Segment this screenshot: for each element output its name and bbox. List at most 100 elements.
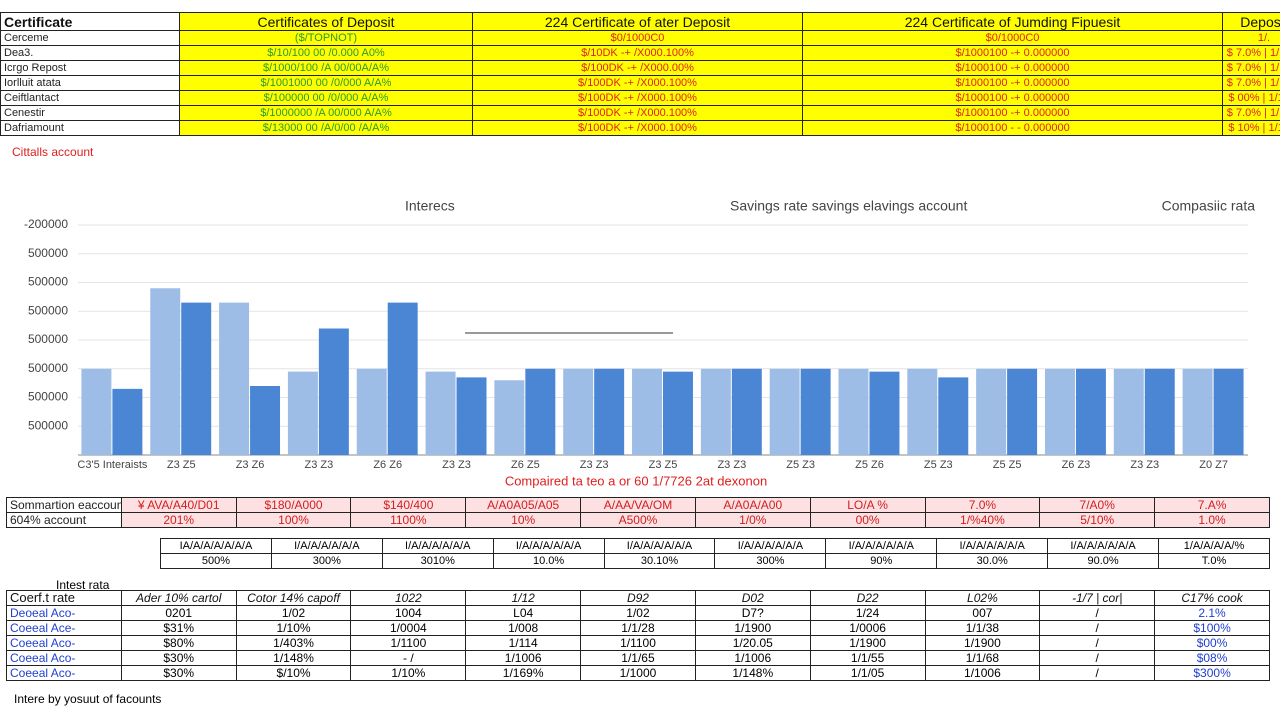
row: 500% 300% 3010% 10.0% 30.10% 300% 90% 30.0% 90.0…: [160, 553, 1270, 569]
cell: 1/02: [580, 605, 696, 621]
cell: Coeeal Ace-: [6, 620, 122, 636]
cell: 7.A%: [1154, 497, 1270, 513]
cell: 1004: [350, 605, 467, 621]
cell: 201%: [120, 512, 237, 528]
cell: $ 7.0% | 1/10%: [1222, 45, 1280, 61]
cell: 10%: [465, 512, 582, 528]
cell: 1/169%: [465, 665, 582, 681]
cell: $180/A000: [235, 497, 352, 513]
y-tick-label: 500000: [28, 361, 68, 375]
row: Deoeal Aco- 0201 1/02 1004 L04 1/02 D7? 1/24 007…: [6, 605, 1270, 621]
annotation: Compasiic rata: [1162, 198, 1256, 214]
cell: $80%: [120, 635, 237, 651]
bar: [563, 368, 594, 455]
bar: [632, 368, 662, 455]
chart: 500000 500000 500000 500000 500000 500000 5000…: [24, 198, 1256, 489]
cell: 1/1900: [924, 635, 1041, 651]
bar: [356, 368, 387, 455]
bar: [731, 368, 762, 455]
cell: 300%: [270, 553, 383, 569]
bar: [1144, 368, 1175, 455]
cell: 1/.: [1222, 30, 1280, 46]
bar: [525, 368, 556, 455]
cell: A/AA/VA/OM: [580, 497, 696, 513]
cell: 1100%: [350, 512, 467, 528]
cell: Ceiftlantact: [0, 90, 180, 106]
cell: $/10%: [235, 665, 352, 681]
row: Coerf.t rate Ader 10% cartol Cotor 14% cap…: [6, 590, 1270, 606]
cell: I/A/A/A/A/A/A: [381, 538, 494, 554]
cell: $0/1000C0: [472, 30, 803, 46]
cell: $/1000100 -+ 0.000000: [802, 105, 1223, 121]
y-tick-label: 500000: [28, 390, 68, 404]
cell: 1/148%: [694, 665, 811, 681]
cell: 1/1000: [580, 665, 696, 681]
bar: [287, 371, 318, 455]
cell: 2.1%: [1154, 605, 1270, 621]
cell: 1/114: [465, 635, 582, 651]
cell: $/1000100 -+ 0.000000: [802, 75, 1223, 91]
cell: $/10DK -+ /X000.100%: [472, 45, 803, 61]
cell: 5/10%: [1039, 512, 1156, 528]
cell: 1/0%: [694, 512, 811, 528]
cell: LO/A %: [809, 497, 926, 513]
bar: [663, 371, 693, 455]
cell: 1/403%: [235, 635, 352, 651]
row: Coeeal Aco- $30% $/10% 1/10% 1/169% 1/1000 1/1…: [6, 665, 1270, 681]
cell: A500%: [580, 512, 696, 528]
cell: 1/1100: [580, 635, 696, 651]
bar: [219, 302, 250, 455]
cell: $/1000100 -+ 0.000000: [802, 45, 1223, 61]
summary-table: Sommartion eaccounits¥ AVA/A40/D01$180/A…: [6, 497, 1270, 528]
cell: $/1001000 00 /0/000 A/A%: [179, 75, 473, 91]
cell: 604% account: [6, 512, 122, 528]
row: Cerceme ($/TOPNOT) $0/1000C0 $0/1000C0 1/.: [0, 30, 1280, 46]
bar: [1075, 368, 1106, 455]
cell: Ader 10% cartol: [120, 590, 237, 606]
cell: 1/12: [465, 590, 582, 606]
cell: -1/7 | cor|: [1039, 590, 1156, 606]
x-tick-label: Z3 Z3: [717, 459, 746, 471]
cell: 30.0%: [936, 553, 1049, 569]
cell: D02: [694, 590, 811, 606]
cell: $00%: [1154, 635, 1270, 651]
cell: I/A/A/A/A/A/A: [603, 538, 716, 554]
cell: I/A/A/A/A/A/A: [1047, 538, 1160, 554]
y-tick-label: 500000: [28, 418, 68, 432]
cell: 1/1006: [924, 665, 1041, 681]
bar: [938, 377, 969, 455]
cell: 224 Certificate of Jumding Fipuesit: [802, 12, 1223, 31]
bar: [112, 388, 143, 455]
row: Dea3. $/10/100 00 /0.000 A0% $/10DK -+ /X0…: [0, 45, 1280, 61]
cell: 1/1/05: [809, 665, 926, 681]
bar: [838, 368, 869, 455]
row: 604% account 201% 100% 1100% 10% A500% 1/0% 00%…: [6, 512, 1270, 528]
legend-label: Savings rate savings elavings account: [730, 198, 967, 214]
bar: [318, 328, 349, 455]
cell: ¥ AVA/A40/D01: [120, 497, 237, 513]
row: Iorlluit atata $/1001000 00 /0/000 A/A% $/…: [0, 75, 1280, 91]
x-tick-label: Z6 Z6: [373, 459, 402, 471]
row: Certificate Certificates of Deposit 224 Ce…: [0, 12, 1280, 31]
bar: [250, 386, 281, 455]
cell: $0/1000C0: [802, 30, 1223, 46]
bar: [1044, 368, 1075, 455]
bar: [425, 371, 456, 455]
cell: 0201: [120, 605, 237, 621]
bar: [869, 371, 900, 455]
cell: 1/1100: [350, 635, 467, 651]
cell: Coerf.t rate: [6, 590, 122, 606]
footer: Intere by yosuut of facounts: [14, 692, 162, 706]
cell: Coeeal Aco-: [6, 650, 122, 666]
cell: 1/1/28: [580, 620, 696, 636]
cell: I/A/A/A/A/A/A: [936, 538, 1049, 554]
cell: $/100DK -+ /X000.100%: [472, 90, 803, 106]
rate-table: IA/A/A/A/A/A/A I/A/A/A/A/A/A I/A/A/A/A/A/A…: [160, 538, 1270, 569]
row: Coeeal Ace- $31% 1/10% 1/0004 1/008 1/1/28 1/1…: [6, 620, 1270, 636]
cell: $30%: [120, 650, 237, 666]
x-tick-label: Z5 Z3: [924, 459, 953, 471]
bar: [494, 380, 525, 455]
cell: 7.0%: [924, 497, 1041, 513]
cell: Certificates of Deposit: [179, 12, 473, 31]
